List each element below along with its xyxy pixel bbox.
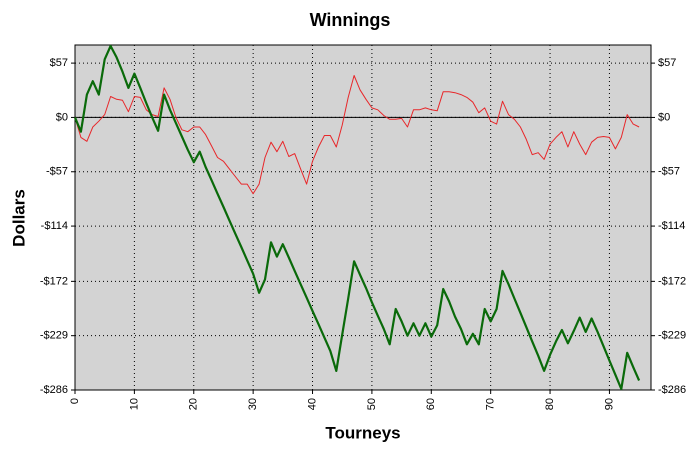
y-tick-label: $0	[56, 111, 68, 123]
y-tick-label: -$114	[41, 220, 68, 232]
x-tick-label: 20	[188, 398, 200, 410]
y2-tick-label: -$57	[658, 166, 680, 178]
x-tick-label: 90	[603, 398, 615, 410]
y2-tick-label: -$229	[658, 330, 686, 342]
x-tick-label: 80	[544, 398, 556, 410]
x-tick-label: 10	[128, 398, 140, 410]
x-tick-label: 60	[425, 398, 437, 410]
y-tick-label: -$57	[46, 166, 68, 178]
x-tick-label: 70	[485, 398, 497, 410]
x-axis-title: Tourneys	[325, 423, 400, 442]
y2-tick-label: $0	[658, 111, 670, 123]
x-tick-label: 40	[306, 398, 318, 410]
y-axis-title: Dollars	[9, 189, 28, 247]
y2-tick-label: -$172	[658, 275, 686, 287]
y-tick-label: -$229	[40, 330, 68, 342]
y-tick-label: $57	[50, 57, 68, 69]
x-tick-label: 0	[69, 398, 81, 404]
x-tick-label: 30	[247, 398, 259, 410]
y2-tick-label: -$114	[658, 220, 685, 232]
y-tick-label: -$286	[40, 384, 68, 396]
y-tick-label: -$172	[40, 275, 68, 287]
y2-tick-label: -$286	[658, 384, 686, 396]
y2-tick-label: $57	[658, 57, 676, 69]
data-line	[74, 75, 640, 195]
chart-title: Winnings	[310, 10, 391, 30]
data-line	[73, 44, 641, 391]
x-tick-label: 50	[366, 398, 378, 410]
